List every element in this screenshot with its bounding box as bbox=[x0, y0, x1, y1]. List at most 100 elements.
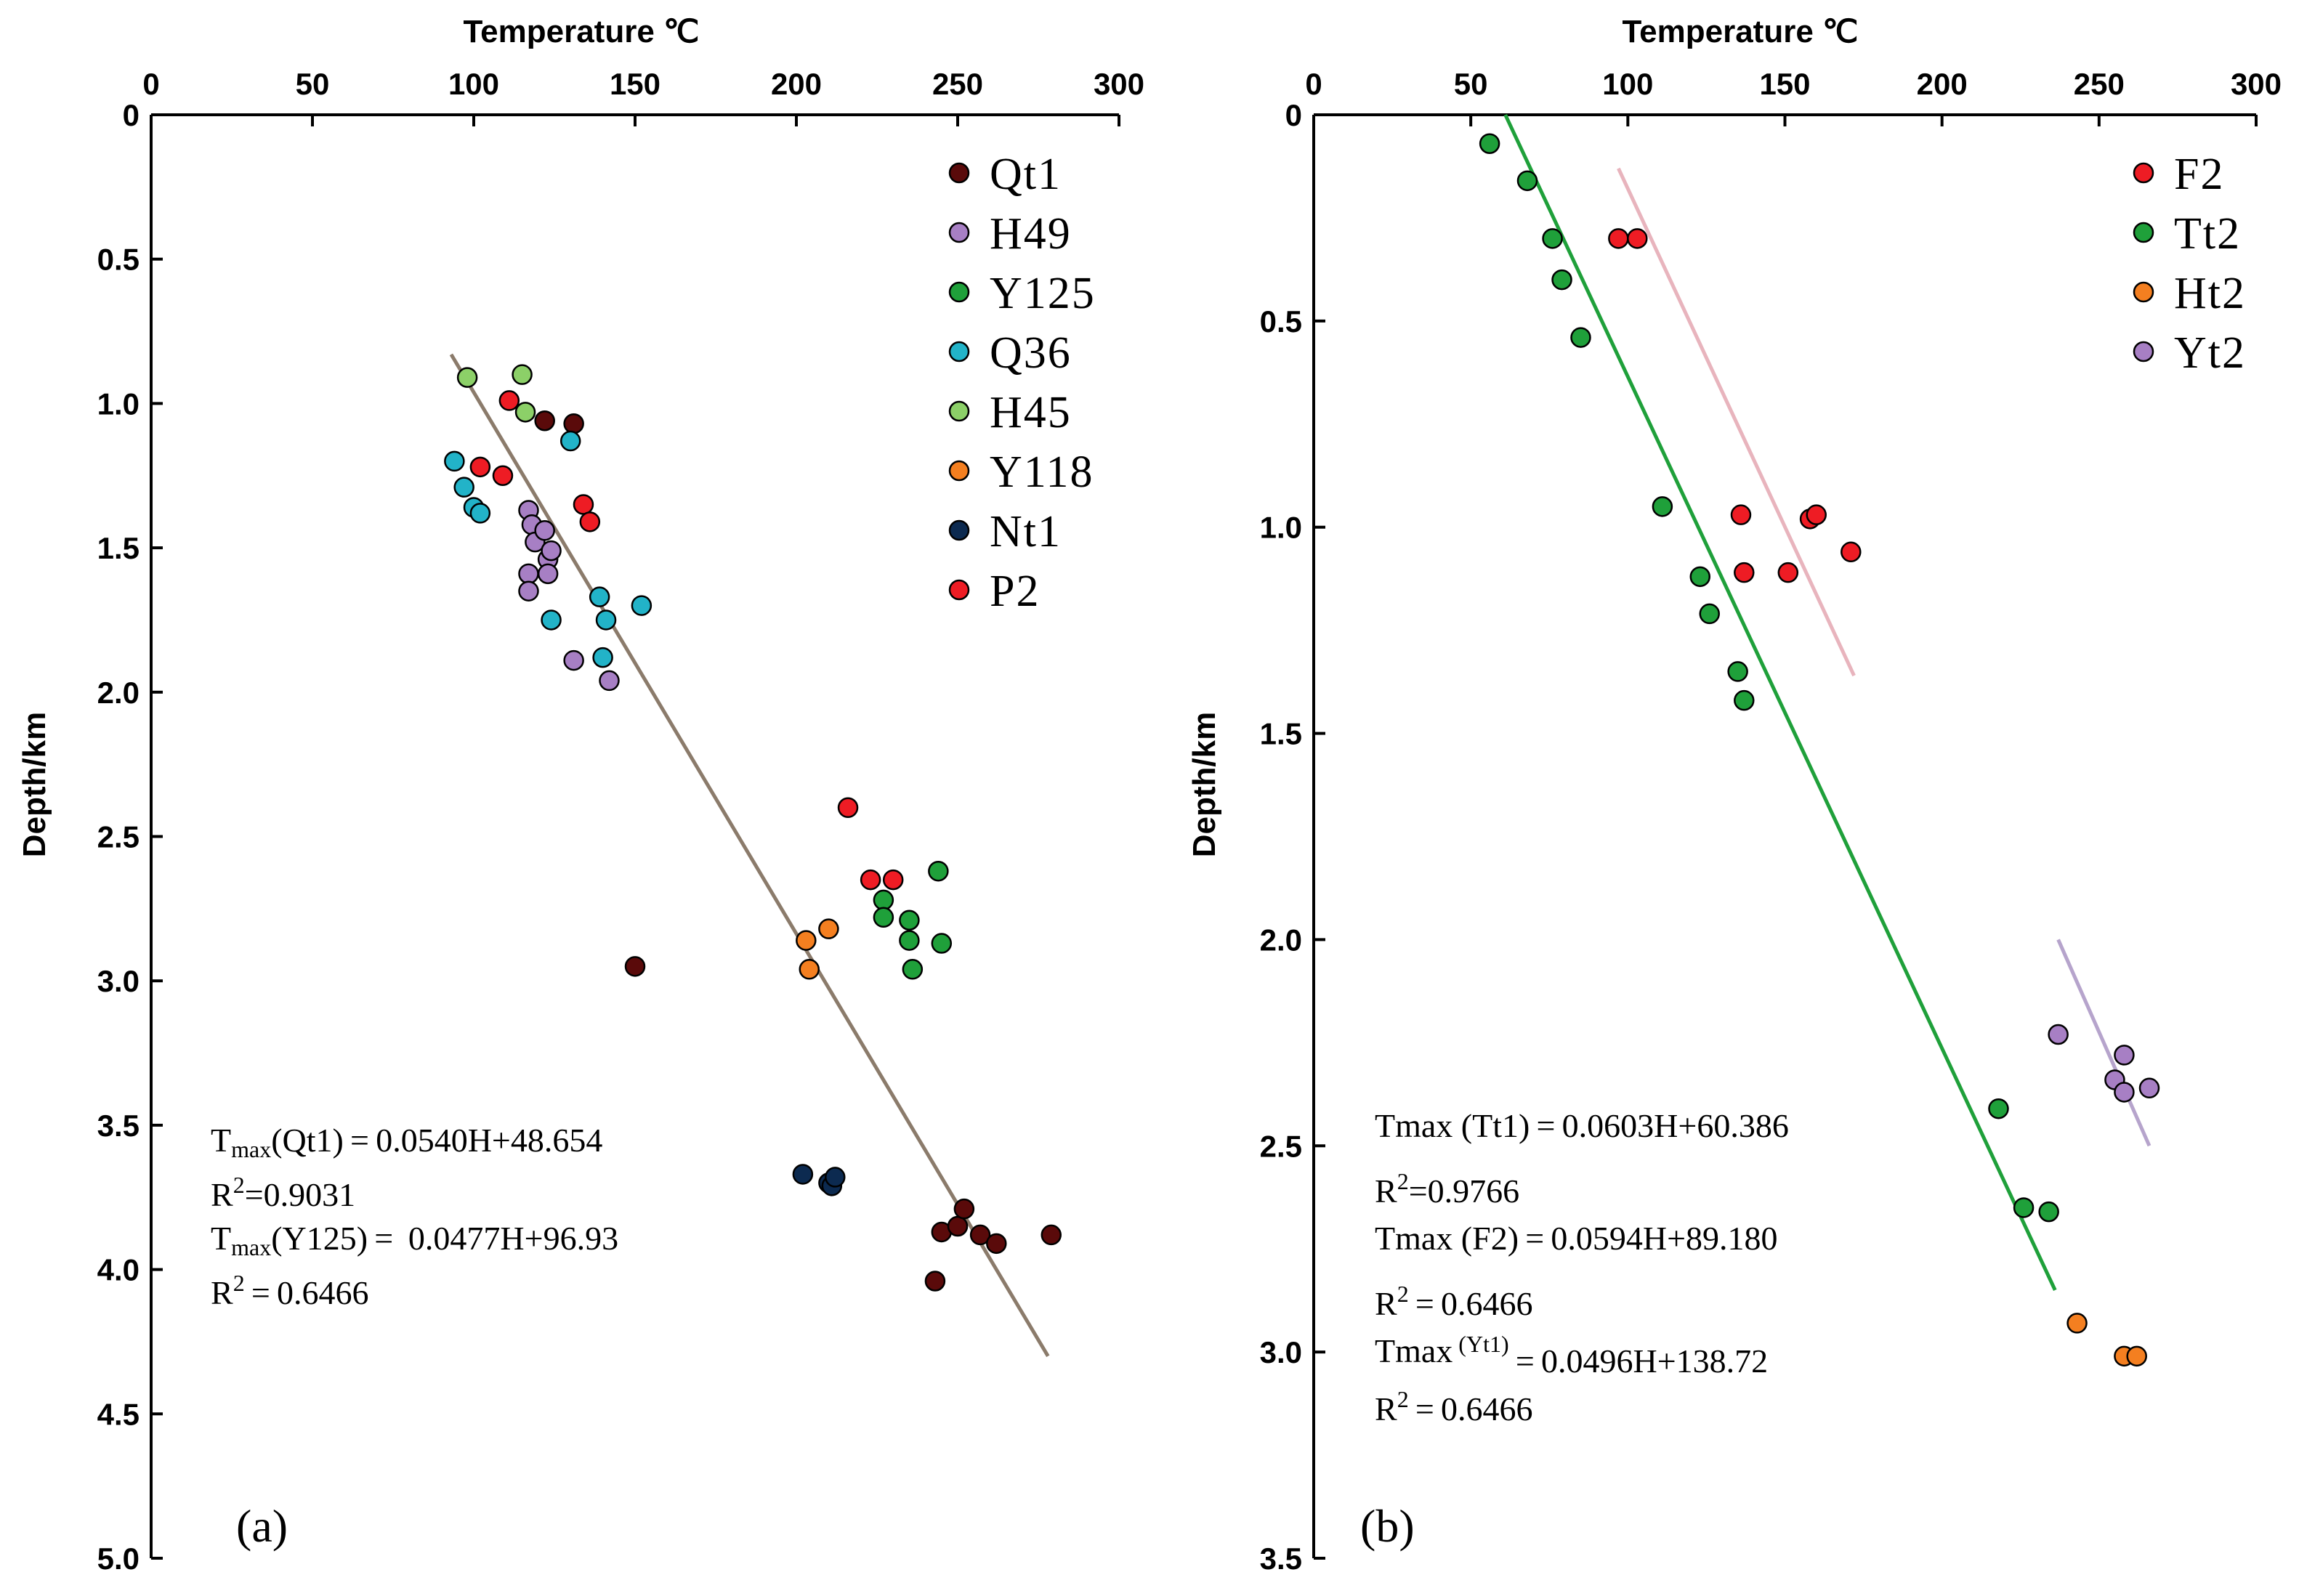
panel-b-y-ticks: 0 0.5 1.0 1.5 2.0 2.5 3.0 3.5 bbox=[1260, 98, 1325, 1576]
data-point-p2 bbox=[498, 390, 520, 411]
data-point-yt2 bbox=[2114, 1082, 2135, 1103]
panel-b-legend: F2 Tt2 Ht2 Yt2 bbox=[2133, 150, 2245, 378]
data-point-p2 bbox=[882, 869, 904, 891]
data-point-h49 bbox=[537, 563, 559, 585]
data-point-f2 bbox=[1734, 562, 1755, 583]
data-point-qt1 bbox=[969, 1224, 991, 1246]
data-point-qt1 bbox=[947, 1215, 969, 1237]
data-point-qt1 bbox=[563, 413, 584, 434]
fit-line bbox=[1617, 167, 1856, 677]
panel-a-x-axis-title: Temperature ℃ bbox=[464, 14, 700, 49]
panel-a-annotations: Tmax(Qt1) = 0.0540H+48.654 R2=0.9031 Tma… bbox=[211, 1122, 618, 1311]
panel-b-x-axis-title: Temperature ℃ bbox=[1623, 14, 1859, 49]
legend-label-p2: P2 bbox=[990, 567, 1040, 616]
panel-b-annotation-r2-1: R2=0.9766 bbox=[1375, 1168, 1519, 1210]
panel-b-annotation-r2-2: R2 = 0.6466 bbox=[1375, 1281, 1533, 1322]
y-tick-label: 0.5 bbox=[1260, 304, 1302, 339]
data-point-tt2 bbox=[1479, 133, 1500, 154]
data-point-f2 bbox=[1608, 228, 1629, 249]
data-point-h49 bbox=[518, 580, 539, 601]
data-point-q36 bbox=[541, 609, 562, 631]
panel-b-annotation-eq2: Tmax (F2) = 0.0594H+89.180 bbox=[1375, 1220, 1778, 1257]
data-point-y125 bbox=[899, 910, 920, 931]
data-point-yt2 bbox=[2048, 1024, 2069, 1045]
y-tick-label: 2.5 bbox=[1260, 1129, 1302, 1163]
data-point-h49 bbox=[599, 670, 620, 692]
legend-marker-h49 bbox=[948, 222, 970, 243]
data-point-f2 bbox=[1777, 562, 1799, 583]
data-point-y118 bbox=[796, 930, 817, 951]
legend-label-h45: H45 bbox=[990, 388, 1072, 437]
data-point-p2 bbox=[579, 511, 601, 532]
panel-a-x-ticks: 0 50 100 150 200 250 300 bbox=[142, 67, 1144, 126]
y-tick-label: 2.5 bbox=[97, 820, 140, 854]
data-point-h49 bbox=[534, 520, 555, 541]
y-tick-label: 1.0 bbox=[1260, 511, 1302, 545]
data-point-h49 bbox=[518, 563, 539, 585]
x-tick-label: 50 bbox=[1454, 67, 1488, 101]
data-point-y125 bbox=[899, 930, 920, 951]
legend-label-y118: Y118 bbox=[990, 447, 1094, 497]
y-tick-label: 0 bbox=[1285, 98, 1302, 132]
legend-marker-nt1 bbox=[948, 519, 970, 541]
y-tick-label: 0 bbox=[123, 98, 140, 132]
y-tick-label: 3.0 bbox=[97, 964, 140, 998]
data-point-h49 bbox=[541, 540, 562, 562]
data-point-tt2 bbox=[1689, 566, 1711, 588]
data-point-q36 bbox=[444, 450, 465, 472]
data-point-y125 bbox=[873, 889, 894, 911]
y-tick-label: 4.0 bbox=[97, 1253, 140, 1287]
fit-line bbox=[1503, 113, 2057, 1292]
legend-label-h49: H49 bbox=[990, 209, 1072, 259]
legend-marker-y118 bbox=[948, 460, 970, 482]
panel-b-annotation-eq1: Tmax (Tt1) = 0.0603H+60.386 bbox=[1375, 1107, 1789, 1144]
data-point-y125 bbox=[902, 959, 924, 980]
data-point-f2 bbox=[1841, 541, 1862, 563]
data-point-y125 bbox=[931, 933, 953, 954]
legend-marker-q36 bbox=[948, 341, 970, 362]
data-point-qt1 bbox=[624, 956, 646, 977]
data-point-h45 bbox=[514, 402, 536, 423]
panel-b-y-axis-title: Depth/km bbox=[1187, 712, 1222, 857]
x-tick-label: 100 bbox=[448, 67, 499, 101]
legend-marker-tt2 bbox=[2133, 222, 2154, 243]
x-tick-label: 300 bbox=[1094, 67, 1144, 101]
data-point-q36 bbox=[469, 503, 491, 524]
data-point-qt1 bbox=[953, 1198, 975, 1220]
legend-marker-y125 bbox=[948, 281, 970, 303]
data-point-qt1 bbox=[534, 410, 555, 432]
legend-marker-ht2 bbox=[2133, 281, 2154, 303]
legend-marker-qt1 bbox=[948, 162, 970, 184]
data-point-q36 bbox=[589, 586, 610, 607]
y-tick-label: 3.5 bbox=[97, 1109, 140, 1143]
x-tick-label: 300 bbox=[2231, 67, 2282, 101]
panel-a-y-ticks: 0 0.5 1.0 1.5 2.0 2.5 3.0 3.5 4.0 4.5 5.0 bbox=[97, 98, 163, 1576]
data-point-p2 bbox=[492, 465, 514, 486]
data-point-p2 bbox=[469, 456, 491, 478]
panel-b-label: (b) bbox=[1360, 1500, 1415, 1552]
y-tick-label: 0.5 bbox=[97, 243, 140, 277]
x-tick-label: 100 bbox=[1602, 67, 1653, 101]
panel-b-annotation-r2-3: R2 = 0.6466 bbox=[1375, 1386, 1533, 1427]
y-tick-label: 2.0 bbox=[1260, 923, 1302, 957]
legend-marker-yt2 bbox=[2133, 341, 2154, 362]
data-point-tt2 bbox=[1699, 603, 1720, 625]
panel-a-label: (a) bbox=[236, 1500, 288, 1552]
legend-label-tt2: Tt2 bbox=[2174, 209, 2241, 259]
panel-a-fit-lines bbox=[449, 353, 1050, 1358]
legend-marker-h45 bbox=[948, 400, 970, 422]
data-point-p2 bbox=[860, 869, 881, 891]
fit-line bbox=[449, 353, 1050, 1358]
y-tick-label: 1.5 bbox=[97, 531, 140, 565]
panel-a-annotation-r2-2: R2 = 0.6466 bbox=[211, 1270, 369, 1311]
data-point-qt1 bbox=[1041, 1224, 1062, 1246]
y-tick-label: 3.0 bbox=[1260, 1335, 1302, 1369]
panel-b: Temperature ℃ Depth/km 0 50 100 150 200 250 30… bbox=[1187, 14, 2282, 1576]
x-tick-label: 50 bbox=[296, 67, 330, 101]
data-point-h45 bbox=[456, 367, 478, 388]
data-point-tt2 bbox=[1516, 170, 1538, 192]
legend-label-qt1: Qt1 bbox=[990, 150, 1062, 199]
data-point-q36 bbox=[592, 647, 613, 668]
data-point-nt1 bbox=[792, 1164, 814, 1185]
